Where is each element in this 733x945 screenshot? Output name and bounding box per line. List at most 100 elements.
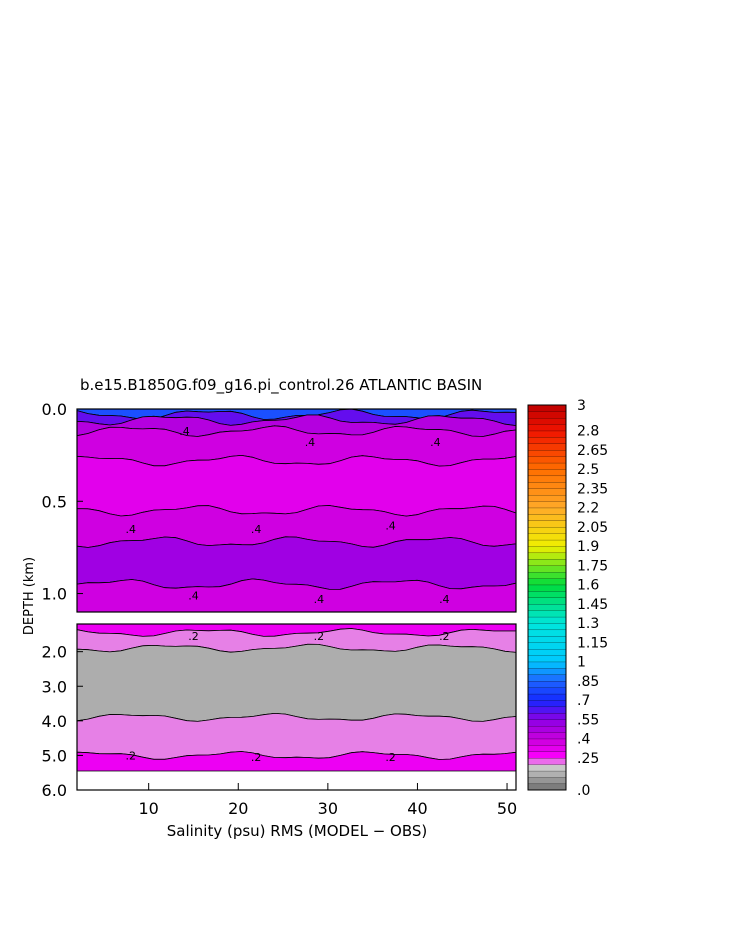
colorbar-cell [527,539,567,547]
y-tick-label: 0.5 [42,492,67,511]
colorbar-cell [527,777,567,785]
colorbar-tick-label: 2.2 [577,501,599,517]
colorbar-cell [527,751,567,759]
x-tick-label: 20 [228,799,248,818]
colorbar-cell [527,783,567,791]
colorbar-frame [527,404,567,791]
x-axis-ticks: 10 20 30 40 50 [138,783,517,818]
colorbar-tick-label: 1.15 [577,635,608,651]
colorbar-cell [527,494,567,502]
colorbar-cell [527,674,567,682]
y-tick-label: 6.0 [42,781,67,800]
colorbar-cell [527,732,567,740]
colorbar-cell [527,610,567,618]
colorbar-cell [527,667,567,675]
colorbar-cell [527,488,567,496]
contour-label: .2 [188,630,199,643]
lower-band [77,643,516,722]
colorbar-cell [527,770,567,778]
upper-panel: .4 .4 .4 .4 .4 .4 .4 .4 .4 [76,408,517,613]
upper-frame [76,408,517,613]
colorbar-cell [527,597,567,605]
colorbar-cell [527,642,567,650]
colorbar-tick-labels: 3 2.8 2.65 2.5 2.35 2.2 2.05 1.9 1.75 1.6 1.45 1.3 1… [577,398,608,799]
colorbar-tick-label: .25 [577,751,599,767]
colorbar-tick-label: 1.45 [577,597,608,613]
x-tick-label: 50 [497,799,517,818]
contour-label: .4 [305,436,316,449]
colorbar-cell [527,578,567,586]
colorbar-cell [527,533,567,541]
x-tick-label: 10 [138,799,158,818]
colorbar-cell [527,469,567,477]
colorbar-cell [527,475,567,483]
contour-label: .4 [179,425,190,438]
colorbar-cell [527,552,567,560]
colorbar-cell [527,693,567,701]
colorbar [527,404,567,791]
colorbar-cell [527,507,567,515]
colorbar-tick-label: 1.9 [577,539,599,555]
contour-label: .2 [314,630,325,643]
colorbar-tick-label: 1.6 [577,578,599,594]
colorbar-tick-label: .0 [577,783,590,799]
colorbar-tick-label: 2.05 [577,520,608,536]
x-tick-label: 30 [318,799,338,818]
colorbar-cell [527,712,567,720]
colorbar-tick-label: 2.65 [577,443,608,459]
colorbar-cell [527,520,567,528]
colorbar-cell [527,744,567,752]
colorbar-cell [527,481,567,489]
colorbar-cell [527,411,567,419]
colorbar-cell [527,526,567,534]
lower-band [77,712,516,760]
colorbar-cell [527,590,567,598]
colorbar-cell [527,616,567,624]
colorbar-cell [527,725,567,733]
colorbar-cell [527,757,567,765]
contour-label: .4 [430,436,441,449]
y-axis-ticks: 0.0 0.5 1.0 2.0 3.0 4.0 5.0 6.0 [42,400,83,800]
colorbar-cell [527,687,567,695]
colorbar-cell [527,584,567,592]
colorbar-cell [527,719,567,727]
y-tick-label: 1.0 [42,585,67,604]
y-axis-label: DEPTH (km) [22,557,37,635]
contour-label: .2 [251,751,262,764]
colorbar-cell [527,462,567,470]
colorbar-tick-label: .55 [577,712,599,728]
upper-band [77,425,516,467]
colorbar-cell [527,706,567,714]
y-tick-label: 3.0 [42,677,67,696]
lower-panel: .2 .2 .2 .2 .2 .2 [76,623,517,791]
y-tick-label: 4.0 [42,712,67,731]
contour-label: .4 [385,519,396,532]
contour-label: .4 [188,589,199,602]
upper-band [77,578,516,612]
colorbar-tick-label: 2.35 [577,481,608,497]
colorbar-cell [527,424,567,432]
colorbar-cell [527,635,567,643]
y-tick-label: 2.0 [42,643,67,662]
colorbar-cell [527,443,567,451]
colorbar-tick-label: .7 [577,693,590,709]
colorbar-cell [527,680,567,688]
colorbar-cell [527,661,567,669]
colorbar-tick-label: 1.75 [577,558,608,574]
contour-label: .2 [439,630,450,643]
contour-label: .2 [126,749,137,762]
contour-label: .4 [251,523,262,536]
colorbar-cell [527,417,567,425]
colorbar-cell [527,449,567,457]
colorbar-cell [527,558,567,566]
colorbar-tick-label: 1 [577,655,586,671]
colorbar-cell [527,430,567,438]
lower-band [77,751,516,772]
colorbar-tick-label: 1.3 [577,616,599,632]
colorbar-cell [527,546,567,554]
contour-label: .2 [385,751,396,764]
lower-frame [76,623,517,791]
colorbar-cell [527,603,567,611]
colorbar-cell [527,623,567,631]
